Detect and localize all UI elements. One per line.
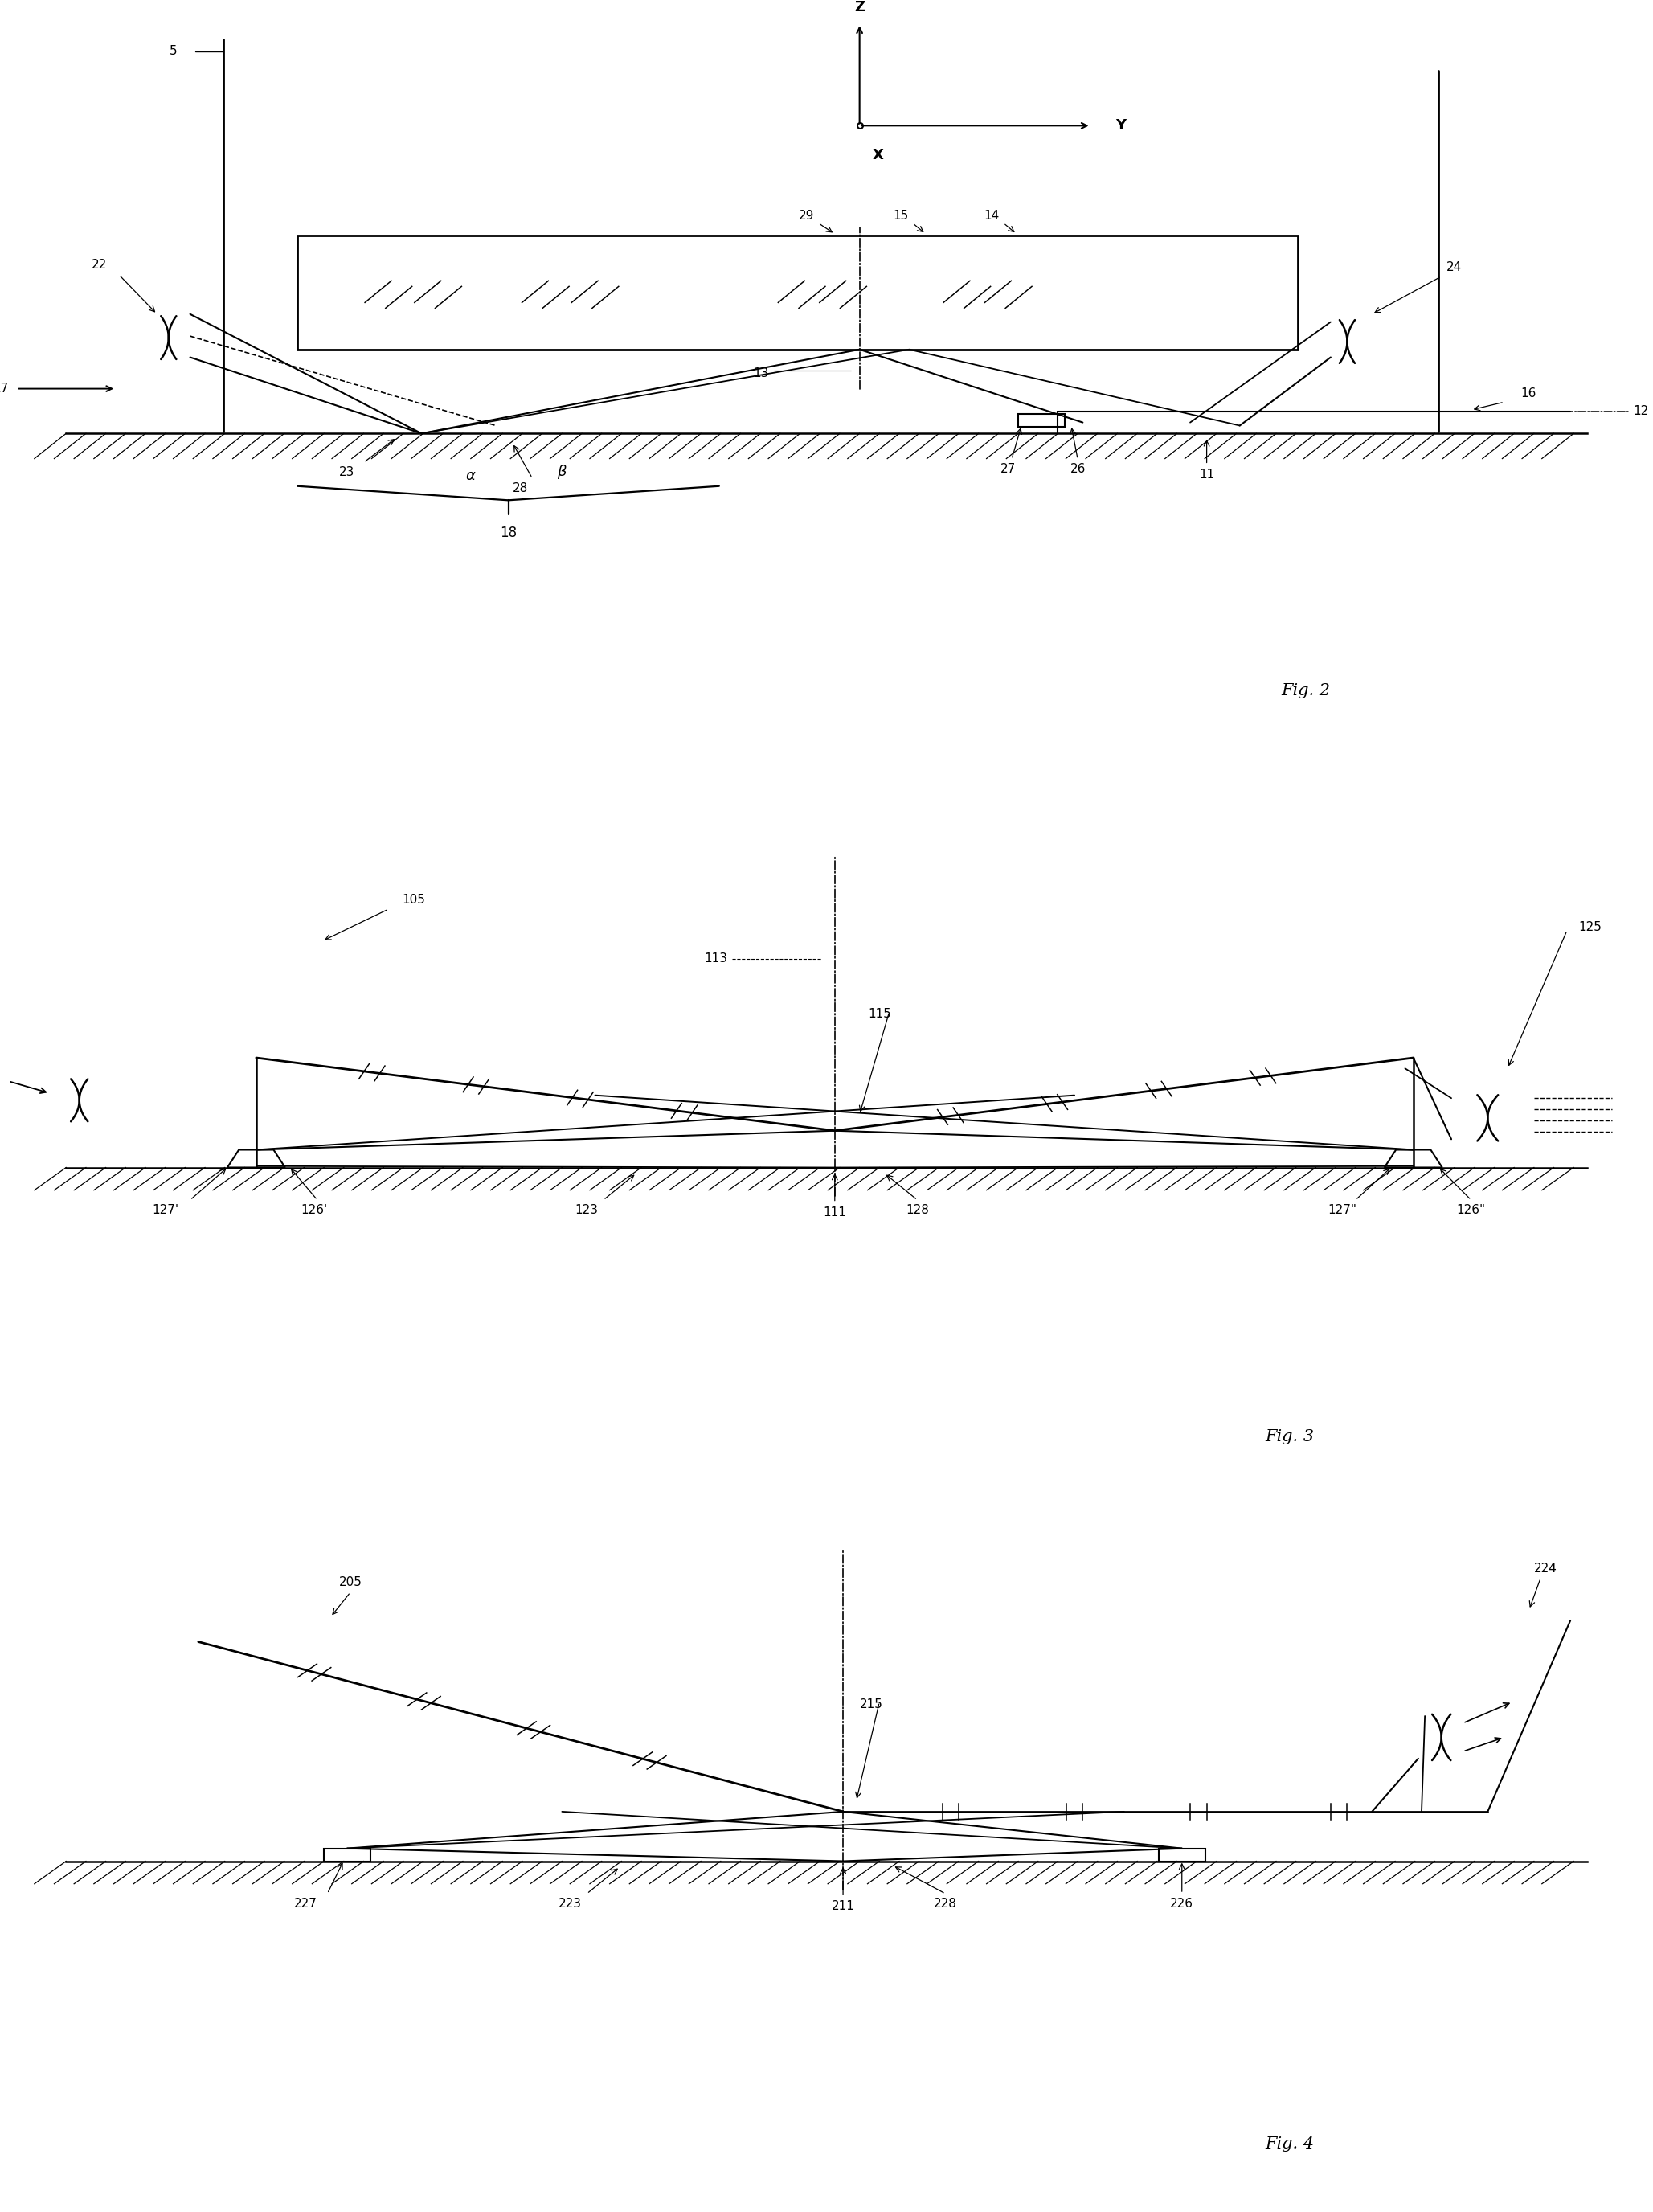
Text: 205: 205 bbox=[339, 1577, 362, 1588]
Text: 15: 15 bbox=[893, 210, 909, 221]
Text: 5: 5 bbox=[170, 44, 177, 58]
Text: 16: 16 bbox=[1521, 387, 1536, 400]
Text: 127": 127" bbox=[1327, 1203, 1357, 1217]
Text: 23: 23 bbox=[339, 467, 355, 478]
Text: 113: 113 bbox=[704, 953, 727, 964]
Text: 13: 13 bbox=[754, 367, 769, 378]
Text: 24: 24 bbox=[1446, 261, 1461, 274]
Bar bbox=[1159, 1849, 1205, 1860]
Text: Fig. 4: Fig. 4 bbox=[1265, 2137, 1314, 2152]
Text: $\alpha$: $\alpha$ bbox=[466, 469, 476, 482]
Text: 29: 29 bbox=[798, 210, 815, 221]
Text: 17: 17 bbox=[0, 383, 8, 394]
Bar bbox=[324, 1849, 370, 1860]
Text: 226: 226 bbox=[1170, 1898, 1193, 1909]
Text: 111: 111 bbox=[823, 1206, 846, 1219]
Text: 26: 26 bbox=[1069, 462, 1086, 476]
Text: Fig. 3: Fig. 3 bbox=[1265, 1429, 1314, 1444]
Text: 11: 11 bbox=[1198, 469, 1215, 480]
Text: 223: 223 bbox=[559, 1898, 582, 1909]
Text: 28: 28 bbox=[512, 482, 529, 493]
Text: Z: Z bbox=[855, 0, 865, 13]
Text: 215: 215 bbox=[860, 1699, 883, 1710]
Text: 12: 12 bbox=[1633, 405, 1648, 418]
Text: 123: 123 bbox=[575, 1203, 598, 1217]
Polygon shape bbox=[228, 1150, 286, 1168]
Text: X: X bbox=[873, 148, 884, 161]
Polygon shape bbox=[1385, 1150, 1443, 1168]
Text: 18: 18 bbox=[499, 524, 517, 540]
Text: 228: 228 bbox=[934, 1898, 957, 1909]
Text: 125: 125 bbox=[1579, 920, 1602, 933]
Bar bbox=[1018, 414, 1065, 427]
Text: 115: 115 bbox=[868, 1009, 891, 1020]
Text: $\beta$: $\beta$ bbox=[557, 462, 567, 480]
Text: 127': 127' bbox=[152, 1203, 179, 1217]
Text: 126": 126" bbox=[1456, 1203, 1486, 1217]
Text: 22: 22 bbox=[91, 259, 107, 270]
Text: 128: 128 bbox=[906, 1203, 929, 1217]
Text: 211: 211 bbox=[831, 1900, 855, 1911]
Text: 105: 105 bbox=[402, 894, 425, 905]
Text: 27: 27 bbox=[1000, 462, 1017, 476]
Text: 14: 14 bbox=[984, 210, 1000, 221]
Text: Fig. 2: Fig. 2 bbox=[1281, 684, 1331, 699]
Text: Y: Y bbox=[1116, 119, 1126, 133]
Text: 126': 126' bbox=[301, 1203, 327, 1217]
Text: 227: 227 bbox=[294, 1898, 317, 1909]
Bar bbox=[298, 234, 1298, 349]
Text: 224: 224 bbox=[1534, 1562, 1557, 1575]
